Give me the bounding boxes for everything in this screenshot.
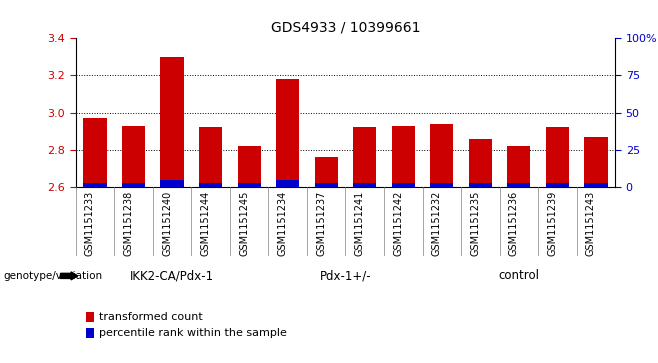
Bar: [353, 183, 376, 187]
Bar: [199, 127, 222, 187]
Text: GSM1151232: GSM1151232: [432, 190, 442, 256]
Text: IKK2-CA/Pdx-1: IKK2-CA/Pdx-1: [130, 269, 214, 282]
Text: GSM1151244: GSM1151244: [201, 190, 211, 256]
Bar: [430, 183, 453, 187]
Bar: [161, 180, 184, 187]
Text: GSM1151242: GSM1151242: [393, 190, 403, 256]
Bar: [468, 139, 492, 187]
Bar: [468, 183, 492, 187]
Text: GSM1151243: GSM1151243: [586, 190, 596, 256]
Text: genotype/variation: genotype/variation: [3, 271, 103, 281]
Bar: [546, 127, 569, 187]
Bar: [507, 183, 530, 187]
Bar: [84, 118, 107, 187]
Bar: [238, 146, 261, 187]
Bar: [546, 183, 569, 187]
Text: GSM1151241: GSM1151241: [355, 190, 365, 256]
Text: percentile rank within the sample: percentile rank within the sample: [99, 328, 288, 338]
Bar: [430, 124, 453, 187]
Text: GSM1151239: GSM1151239: [547, 190, 557, 256]
Text: GSM1151233: GSM1151233: [85, 190, 95, 256]
Bar: [315, 183, 338, 187]
Text: GSM1151238: GSM1151238: [124, 190, 134, 256]
Text: control: control: [498, 269, 540, 282]
Text: transformed count: transformed count: [99, 312, 203, 322]
Text: GSM1151236: GSM1151236: [509, 190, 519, 256]
Bar: [238, 183, 261, 187]
Bar: [584, 137, 607, 187]
Bar: [199, 183, 222, 187]
Text: GSM1151245: GSM1151245: [239, 190, 249, 256]
Text: GSM1151240: GSM1151240: [162, 190, 172, 256]
Text: GSM1151234: GSM1151234: [278, 190, 288, 256]
Bar: [276, 79, 299, 187]
Bar: [84, 183, 107, 187]
Bar: [584, 183, 607, 187]
Text: Pdx-1+/-: Pdx-1+/-: [320, 269, 371, 282]
Bar: [392, 126, 415, 187]
Bar: [392, 183, 415, 187]
Bar: [161, 57, 184, 187]
Text: GSM1151237: GSM1151237: [316, 190, 326, 256]
Bar: [276, 180, 299, 187]
Bar: [353, 127, 376, 187]
Bar: [315, 157, 338, 187]
Title: GDS4933 / 10399661: GDS4933 / 10399661: [270, 20, 420, 34]
Bar: [122, 183, 145, 187]
Bar: [507, 146, 530, 187]
Bar: [122, 126, 145, 187]
Text: GSM1151235: GSM1151235: [470, 190, 480, 256]
